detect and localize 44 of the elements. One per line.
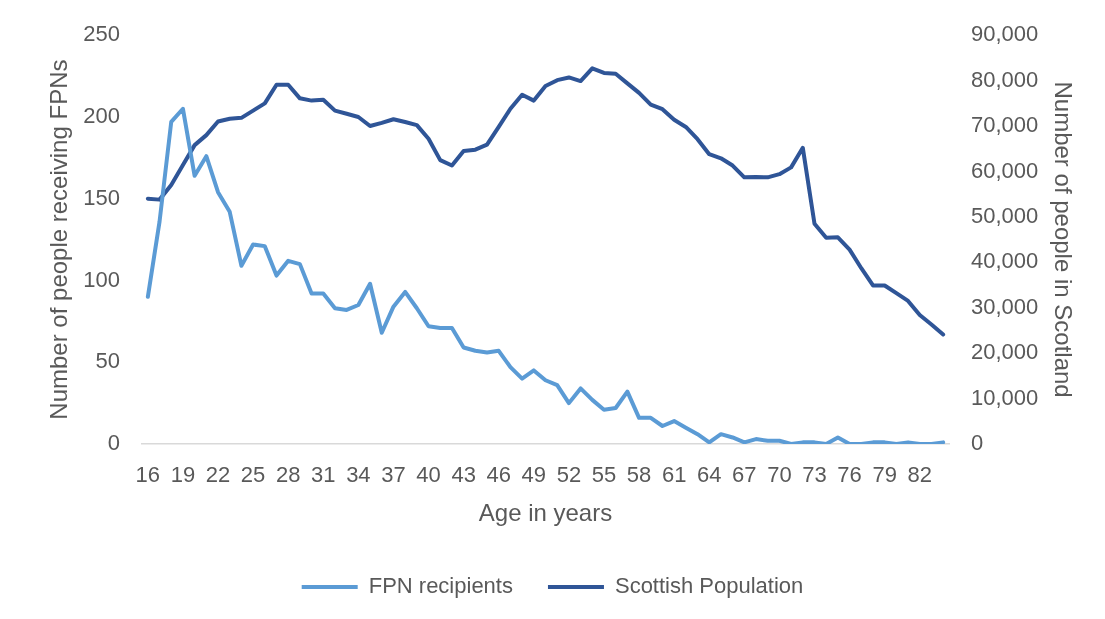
x-tick-label: 58 [626, 462, 652, 488]
y-tick-label: 50 [95, 348, 120, 374]
y2-tick-label: 50,000 [971, 202, 1039, 228]
y2-tick-label: 40,000 [971, 248, 1039, 274]
y2-tick-label: 30,000 [971, 293, 1039, 319]
y-axis-title: Number of people receiving FPNs [45, 59, 73, 420]
legend-label: Scottish Population [614, 573, 804, 599]
x-tick-label: 79 [872, 462, 897, 488]
y-tick-label: 100 [83, 266, 120, 292]
x-tick-label: 40 [416, 462, 441, 488]
x-tick-label: 64 [697, 462, 722, 488]
x-tick-label: 16 [135, 462, 161, 488]
y2-tick-label: 70,000 [971, 112, 1039, 138]
y-tick-label: 250 [83, 21, 120, 47]
x-tick-label: 25 [240, 462, 266, 488]
x-tick-label: 52 [556, 462, 582, 488]
x-tick-label: 31 [311, 462, 336, 488]
x-tick-label: 73 [802, 462, 827, 488]
y-tick-label: 150 [83, 184, 120, 210]
x-tick-label: 55 [591, 462, 617, 488]
y2-tick-label: 60,000 [971, 157, 1039, 183]
x-tick-label: 37 [381, 462, 406, 488]
legend-label: FPN recipients [368, 573, 513, 599]
y2-tick-label: 90,000 [971, 21, 1039, 47]
x-axis-title: Age in years [478, 499, 613, 527]
x-tick-label: 19 [170, 462, 196, 488]
y2-tick-label: 80,000 [971, 66, 1039, 92]
x-tick-label: 46 [486, 462, 511, 488]
y2-axis-title: Number of people in Scotland [1049, 81, 1077, 398]
x-tick-label: 34 [346, 462, 371, 488]
x-tick-label: 82 [907, 462, 932, 488]
y-tick-label: 200 [83, 103, 120, 129]
x-tick-label: 70 [767, 462, 792, 488]
x-tick-label: 43 [451, 462, 476, 488]
y2-tick-label: 10,000 [971, 384, 1039, 410]
x-tick-label: 61 [661, 462, 687, 488]
x-tick-label: 22 [205, 462, 231, 488]
y-tick-label: 0 [107, 430, 120, 456]
x-tick-label: 67 [732, 462, 757, 488]
y2-tick-label: 20,000 [971, 339, 1039, 365]
x-tick-label: 49 [521, 462, 547, 488]
x-tick-label: 76 [837, 462, 862, 488]
x-tick-label: 28 [275, 462, 301, 488]
y2-tick-label: 0 [971, 430, 984, 456]
